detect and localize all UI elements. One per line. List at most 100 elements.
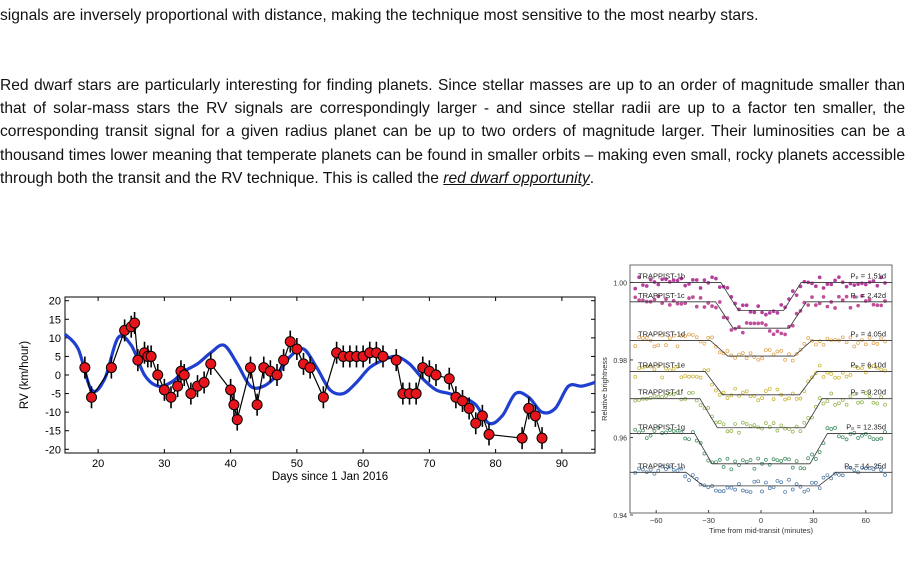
lc-data-point — [679, 397, 684, 402]
lc-data-point — [756, 456, 761, 461]
lc-data-point — [875, 464, 880, 469]
lc-data-point — [764, 389, 768, 393]
lc-data-point — [798, 347, 803, 352]
lc-data-point — [833, 337, 837, 342]
lc-data-point — [802, 489, 807, 494]
rv-data-point — [390, 354, 402, 366]
rv-data-point — [225, 384, 237, 396]
lc-data-point — [806, 416, 811, 420]
lc-data-point — [760, 489, 764, 494]
lc-data-point — [867, 435, 872, 439]
lc-data-point — [813, 342, 818, 347]
lc-data-point — [829, 372, 834, 376]
lc-data-point — [852, 391, 857, 396]
lc-data-point — [733, 356, 737, 360]
lc-data-point — [852, 344, 857, 349]
lc-data-point — [667, 392, 672, 396]
lc-data-point — [798, 466, 803, 470]
lc-data-point — [764, 323, 768, 327]
lc-data-point — [683, 334, 688, 338]
lc-data-point — [829, 427, 834, 431]
lc-x-axis-label: Time from mid-transit (minutes) — [709, 526, 813, 535]
lc-data-point — [667, 428, 672, 432]
rv-xtick-label: 80 — [490, 458, 502, 470]
lc-data-point — [733, 386, 737, 391]
lc-data-point — [775, 478, 780, 483]
lc-data-point — [633, 286, 638, 291]
lc-data-point — [748, 458, 753, 462]
lc-data-point — [813, 284, 818, 289]
lc-data-point — [752, 393, 757, 398]
lc-period-label: Pₚ = 6.10d — [850, 361, 886, 370]
lc-data-point — [698, 286, 703, 290]
rv-data-point — [79, 362, 91, 374]
rv-ytick-label: -15 — [45, 426, 61, 438]
lc-data-point — [783, 397, 787, 402]
lc-data-point — [775, 349, 780, 354]
lc-data-point — [817, 450, 822, 454]
lc-series-name: TRAPPIST-1b — [638, 271, 685, 280]
lc-data-point — [702, 305, 707, 309]
lc-data-point — [871, 363, 876, 368]
lc-data-point — [813, 371, 818, 376]
lc-data-point — [771, 397, 776, 401]
lc-period-label: Pₚ = 9.20d — [850, 388, 886, 397]
lc-data-point — [794, 311, 799, 316]
lc-data-point — [833, 278, 837, 283]
lc-data-point — [714, 388, 718, 393]
lc-data-point — [729, 353, 734, 358]
lc-data-point — [817, 363, 822, 368]
lc-data-point — [644, 336, 649, 340]
lc-period-label: Pₚ = 14–25d — [844, 461, 886, 470]
lc-data-point — [825, 426, 830, 430]
lc-data-point — [764, 348, 768, 352]
lc-data-point — [856, 400, 860, 405]
lc-data-point — [694, 278, 699, 282]
lc-data-point — [652, 297, 657, 302]
lc-data-point — [671, 467, 676, 472]
lc-xtick-label: 30 — [809, 516, 817, 525]
lc-data-point — [717, 350, 722, 355]
lc-data-point — [767, 486, 772, 490]
lc-data-point — [756, 425, 761, 430]
lc-data-point — [660, 277, 664, 282]
lc-data-point — [852, 364, 857, 369]
lc-data-point — [637, 466, 641, 471]
lc-data-point — [817, 396, 822, 400]
lc-data-point — [771, 457, 776, 462]
lc-data-point — [817, 275, 822, 280]
lc-data-point — [748, 424, 753, 428]
lc-model-line — [630, 371, 892, 396]
lc-data-point — [844, 284, 849, 289]
lc-data-point — [733, 326, 737, 331]
lc-data-point — [752, 355, 757, 359]
lc-data-point — [829, 476, 834, 481]
rv-xtick-label: 70 — [423, 458, 435, 470]
lc-data-point — [783, 426, 787, 431]
lc-data-point — [840, 473, 845, 478]
lc-data-point — [691, 374, 695, 379]
lc-data-point — [664, 297, 668, 302]
lc-data-point — [671, 333, 676, 338]
lc-data-point — [702, 483, 707, 488]
lc-data-point — [787, 457, 791, 462]
lc-data-point — [706, 458, 711, 463]
lc-data-point — [787, 396, 791, 401]
lc-data-point — [794, 352, 799, 356]
lc-data-point — [825, 304, 830, 309]
lc-data-point — [721, 465, 726, 469]
lc-data-point — [744, 321, 749, 325]
red-dwarf-opportunity-link[interactable]: red dwarf opportunity — [443, 169, 590, 187]
lc-data-point — [675, 428, 680, 433]
lc-data-point — [633, 344, 638, 348]
lc-series: TRAPPIST-1g Pₚ = 12.35d — [630, 423, 892, 472]
lc-data-point — [748, 310, 753, 314]
lc-data-point — [687, 282, 691, 286]
lc-data-point — [860, 366, 864, 371]
lc-data-point — [641, 336, 645, 340]
lc-data-point — [717, 420, 722, 424]
lc-data-point — [844, 374, 849, 379]
lc-data-point — [783, 456, 787, 461]
lc-period-label: Pₚ = 12.35d — [846, 423, 886, 432]
rv-data-point — [132, 354, 144, 366]
